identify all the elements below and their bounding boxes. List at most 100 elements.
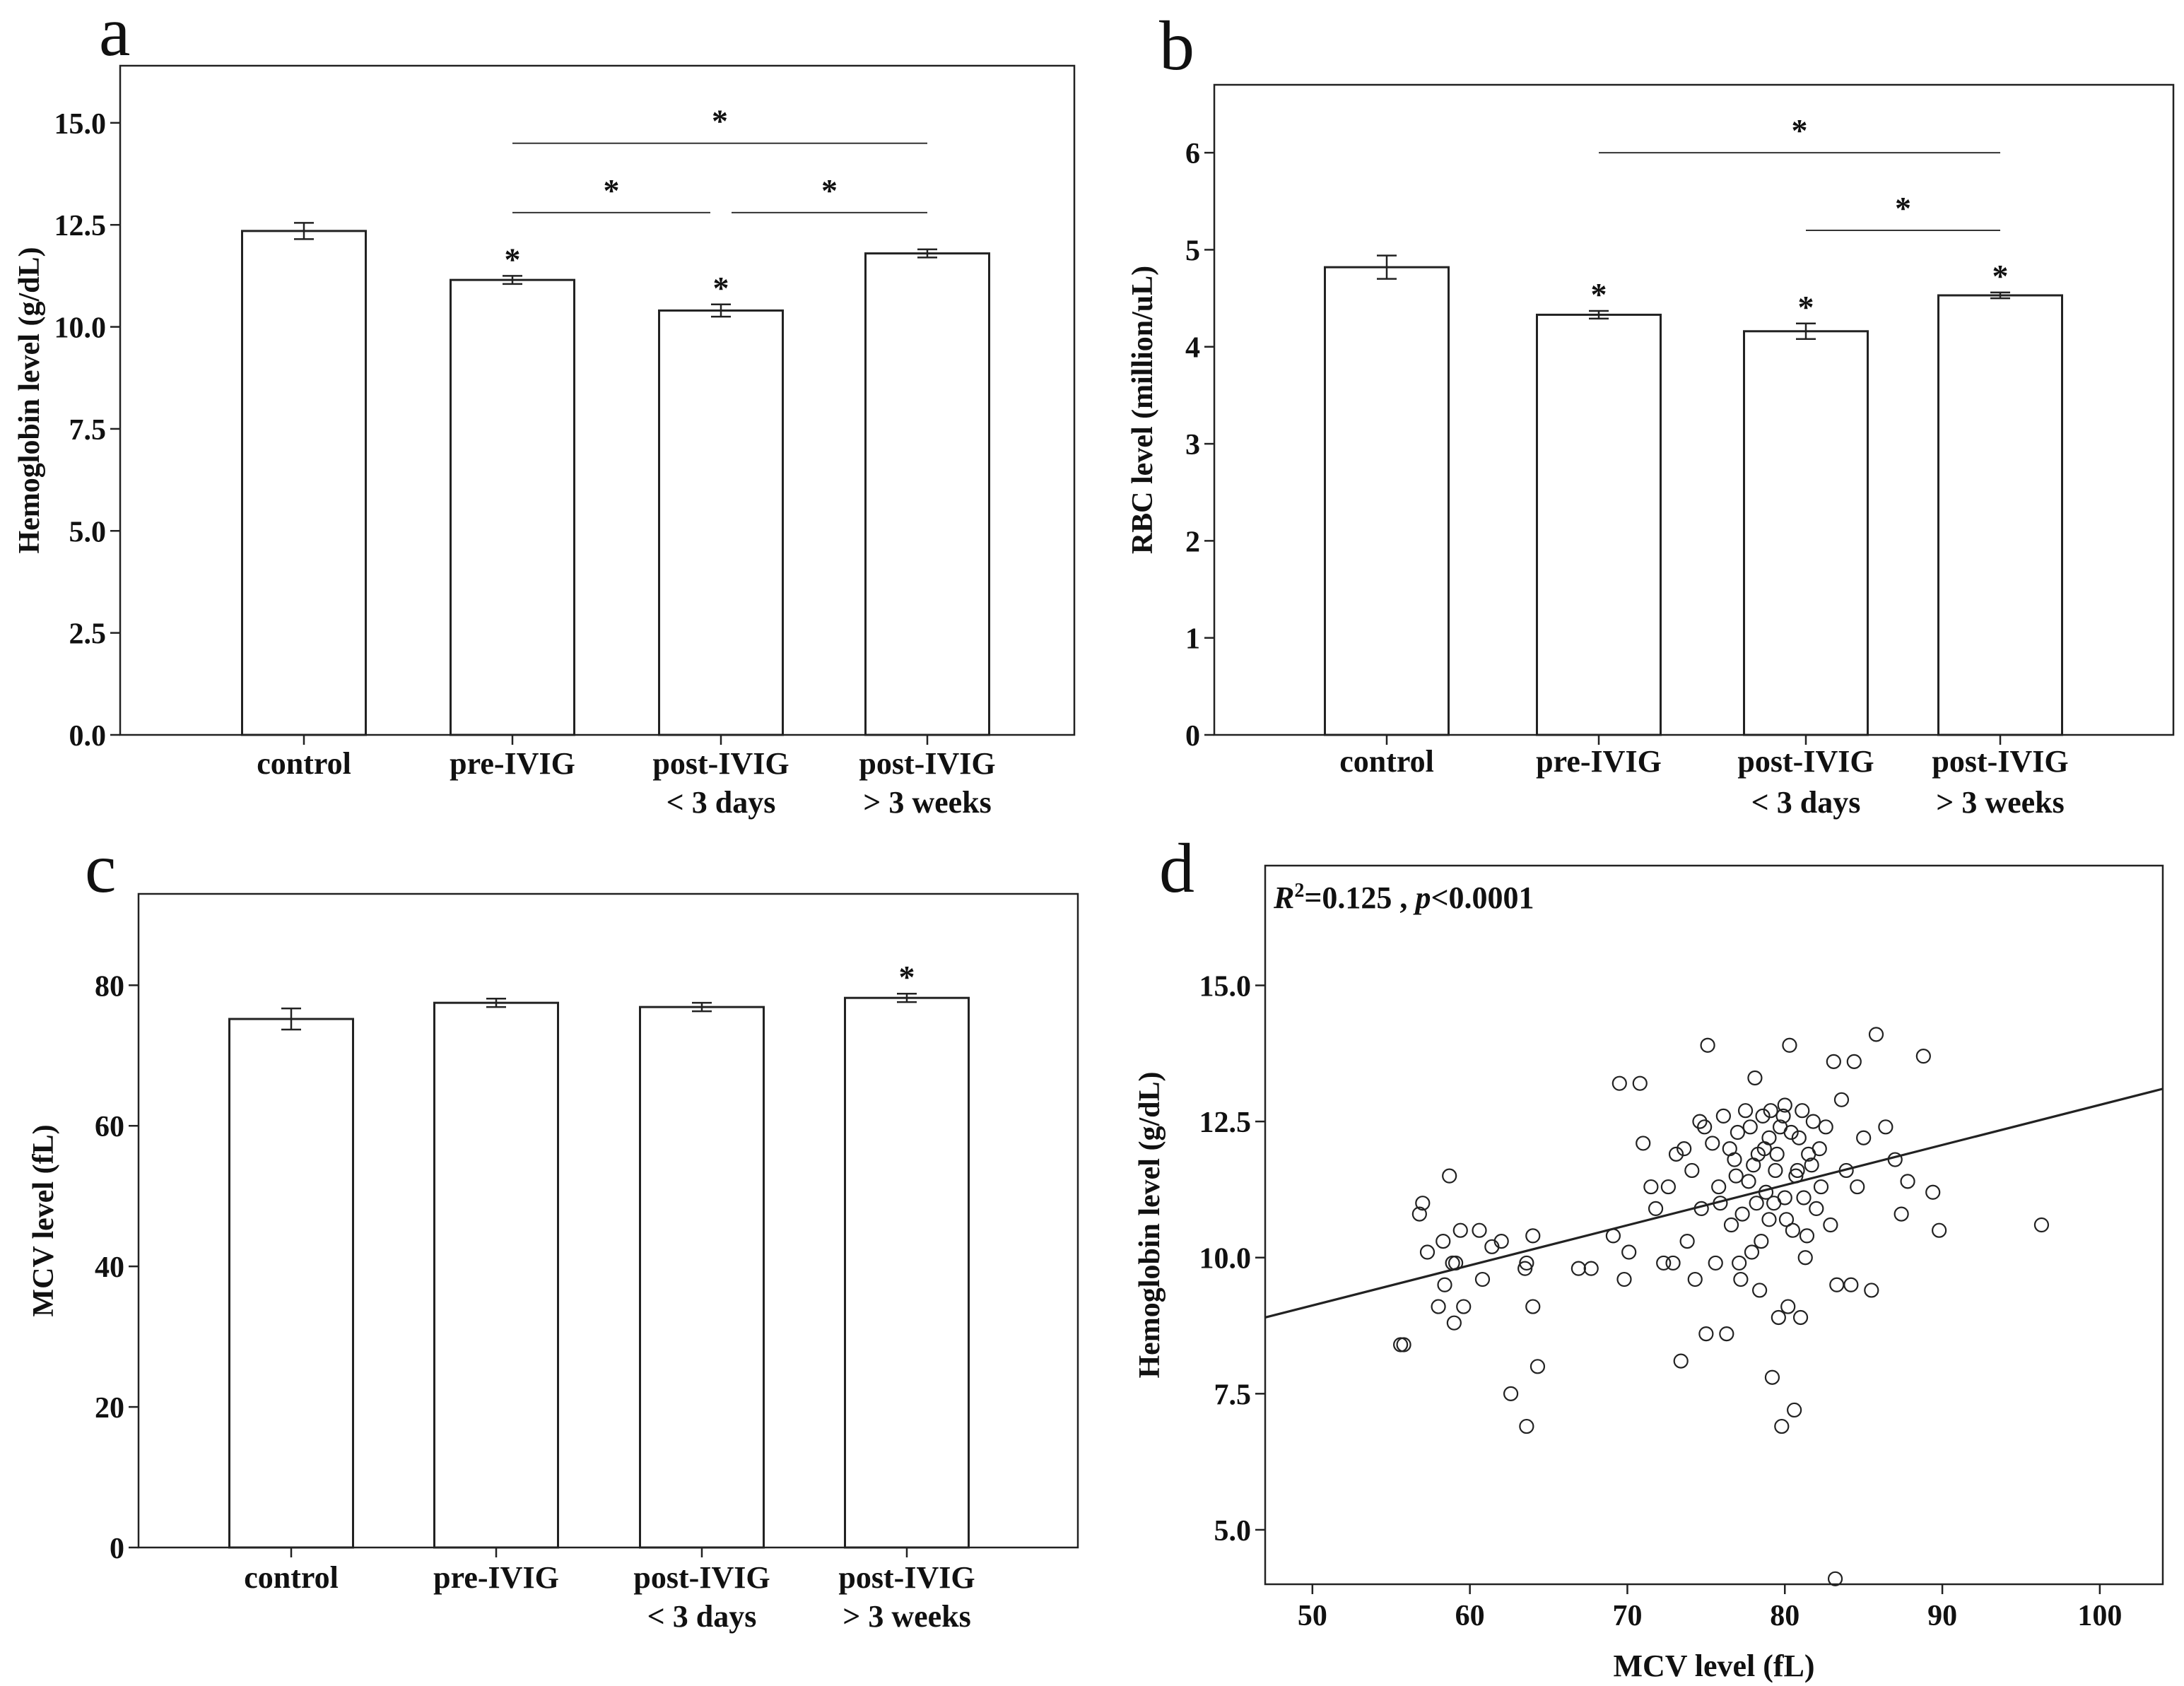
category-label-c: post-IVIG bbox=[633, 1560, 770, 1595]
data-point bbox=[1843, 1277, 1859, 1292]
data-point bbox=[1925, 1184, 1941, 1200]
y-tick-label-b: 5 bbox=[1185, 235, 1200, 267]
data-point bbox=[1791, 1130, 1807, 1145]
data-point bbox=[1571, 1261, 1586, 1276]
data-point bbox=[1648, 1201, 1664, 1216]
category-label-c: < 3 days bbox=[647, 1599, 757, 1634]
category-label-a: pre-IVIG bbox=[450, 746, 575, 781]
category-label-a: < 3 days bbox=[667, 785, 776, 820]
data-point bbox=[1795, 1103, 1810, 1119]
data-point bbox=[1687, 1271, 1703, 1287]
data-point bbox=[1804, 1157, 1819, 1173]
y-axis-label-d: Hemoglobin level (g/dL) bbox=[1134, 1072, 1166, 1379]
y-tick-label-b: 2 bbox=[1185, 526, 1200, 558]
comparison-star-b: * bbox=[1895, 190, 1911, 226]
panel-letter-c: c bbox=[85, 829, 116, 907]
data-point bbox=[2033, 1217, 2050, 1233]
y-tick-label-a: 10.0 bbox=[54, 312, 107, 345]
data-point bbox=[1472, 1222, 1487, 1238]
data-point bbox=[1823, 1217, 1838, 1233]
data-point bbox=[1665, 1255, 1681, 1271]
data-point bbox=[1700, 1037, 1715, 1053]
data-point bbox=[1519, 1255, 1534, 1271]
data-point bbox=[1868, 1027, 1884, 1042]
data-point bbox=[1711, 1179, 1727, 1195]
category-label-a: post-IVIG bbox=[859, 746, 995, 781]
bar-a bbox=[658, 309, 784, 736]
data-point bbox=[1636, 1136, 1651, 1151]
data-point bbox=[1708, 1255, 1723, 1271]
y-tick-label-b: 6 bbox=[1185, 138, 1200, 170]
data-point bbox=[1747, 1070, 1763, 1086]
data-point bbox=[1525, 1299, 1541, 1314]
data-point bbox=[1755, 1108, 1771, 1124]
data-point bbox=[1761, 1130, 1777, 1145]
y-tick-label-c: 80 bbox=[95, 970, 124, 1003]
chart-d: 5.0 7.5 10.0 12.5 15.0 Hemoglobin level (g/dL… bbox=[1134, 864, 2164, 1683]
data-point bbox=[1894, 1206, 1909, 1222]
bar-b bbox=[1743, 330, 1869, 736]
category-label-b: < 3 days bbox=[1751, 785, 1861, 820]
significance-star-b: * bbox=[1798, 289, 1814, 325]
category-label-b: pre-IVIG bbox=[1536, 744, 1662, 779]
significance-star-b: * bbox=[1992, 258, 2009, 294]
bar-c bbox=[844, 996, 970, 1549]
bar-a bbox=[450, 278, 575, 736]
data-point bbox=[1668, 1146, 1684, 1162]
plot-frame-b bbox=[1213, 83, 2175, 736]
data-point bbox=[1827, 1571, 1843, 1586]
data-point bbox=[1723, 1217, 1739, 1233]
x-tick-label-d: 60 bbox=[1455, 1600, 1485, 1632]
y-tick-label-b: 0 bbox=[1185, 720, 1200, 753]
significance-star-b: * bbox=[1591, 276, 1607, 312]
y-tick-label-b: 4 bbox=[1185, 332, 1200, 365]
plot-frame-a bbox=[119, 64, 1076, 736]
category-label-c: control bbox=[244, 1560, 339, 1595]
data-point bbox=[1797, 1250, 1813, 1266]
category-label-b: post-IVIG bbox=[1932, 744, 2068, 779]
data-point bbox=[1778, 1212, 1795, 1227]
significance-star-a: * bbox=[505, 241, 521, 277]
data-point bbox=[1915, 1049, 1931, 1064]
data-point bbox=[1932, 1222, 1947, 1238]
y-tick-label-d: 15.0 bbox=[1199, 971, 1252, 1003]
data-point bbox=[1752, 1283, 1768, 1298]
data-point bbox=[1722, 1141, 1737, 1157]
comparison-star-b: * bbox=[1792, 112, 1808, 148]
comparison-star-a: * bbox=[712, 103, 728, 139]
data-point bbox=[1715, 1108, 1731, 1124]
y-tick-label-d: 5.0 bbox=[1214, 1515, 1252, 1548]
data-point bbox=[1737, 1103, 1754, 1119]
y-tick-label-a: 5.0 bbox=[69, 516, 107, 548]
panel-letter-b: b bbox=[1159, 6, 1194, 85]
data-point bbox=[1442, 1168, 1457, 1184]
y-tick-label-a: 12.5 bbox=[54, 210, 107, 242]
data-point bbox=[1436, 1234, 1451, 1249]
data-point bbox=[1530, 1359, 1546, 1374]
bar-c bbox=[228, 1018, 354, 1549]
y-tick-label-c: 40 bbox=[95, 1251, 124, 1284]
x-tick-label-d: 50 bbox=[1298, 1600, 1327, 1632]
data-point bbox=[1813, 1179, 1829, 1195]
stats-annotation: R2=0.125 , p<0.0001 bbox=[1273, 880, 1534, 915]
data-point bbox=[1698, 1326, 1714, 1342]
data-point bbox=[1826, 1054, 1841, 1069]
category-label-a: > 3 weeks bbox=[863, 785, 992, 820]
chart-c: 0 20 40 60 80 MCV level (fL) control pre-IVIG po… bbox=[28, 892, 1079, 1634]
data-point bbox=[1519, 1418, 1534, 1434]
data-point bbox=[1766, 1196, 1782, 1211]
bar-a bbox=[864, 252, 990, 736]
data-point bbox=[1437, 1277, 1452, 1292]
data-point bbox=[1787, 1402, 1802, 1418]
category-label-c: pre-IVIG bbox=[433, 1560, 559, 1595]
plot-frame-d bbox=[1264, 864, 2164, 1586]
data-point bbox=[1777, 1097, 1792, 1113]
data-point bbox=[1796, 1190, 1812, 1205]
data-point bbox=[1763, 1103, 1778, 1119]
data-point bbox=[1818, 1119, 1833, 1135]
data-point bbox=[1785, 1222, 1801, 1238]
y-tick-label-d: 7.5 bbox=[1214, 1379, 1252, 1411]
data-point bbox=[1799, 1228, 1815, 1244]
category-label-a: control bbox=[257, 746, 351, 781]
